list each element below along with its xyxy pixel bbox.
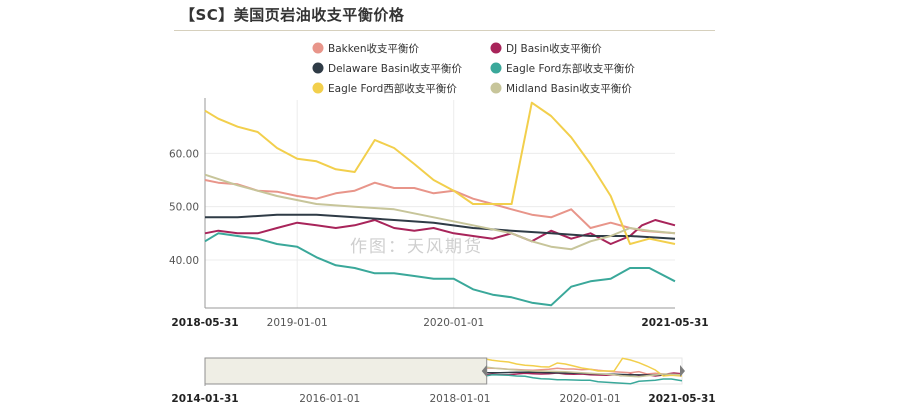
x-tick-label: 2019-01-01 xyxy=(267,317,328,329)
plot-series xyxy=(204,101,676,307)
x-tick-label: 2020-01-01 xyxy=(423,317,484,329)
legend: Bakken收支平衡价 DJ Basin收支平衡价 Delaware Basin收支… xyxy=(312,42,636,95)
navigator-right-handle[interactable] xyxy=(680,365,685,377)
legend-label: DJ Basin收支平衡价 xyxy=(506,42,602,55)
legend-label: Delaware Basin收支平衡价 xyxy=(328,62,462,75)
navigator-x-tick-label: 2018-01-01 xyxy=(429,393,490,405)
watermark: 作图：天风期货 xyxy=(350,237,483,257)
legend-marker xyxy=(490,62,502,74)
legend-marker xyxy=(490,82,502,94)
series-line-midland-basin xyxy=(204,173,676,251)
series-line-dj-basin xyxy=(204,219,676,245)
legend-label: Midland Basin收支平衡价 xyxy=(506,82,632,95)
x-tick-label: 2018-05-31 xyxy=(171,317,238,329)
y-tick-label: 50.00 xyxy=(169,202,199,214)
x-tick-label: 2021-05-31 xyxy=(641,317,708,329)
legend-marker xyxy=(490,42,502,54)
y-tick-label: 60.00 xyxy=(169,148,199,160)
legend-item-delaware-basin[interactable]: Delaware Basin收支平衡价 xyxy=(312,62,463,75)
navigator-x-tick-label: 2021-05-31 xyxy=(648,393,715,405)
legend-marker xyxy=(312,82,324,94)
legend-item-bakken[interactable]: Bakken收支平衡价 xyxy=(312,42,420,55)
navigator-left-handle[interactable] xyxy=(481,365,487,377)
navigator-x-tick-label: 2014-01-31 xyxy=(171,393,238,405)
series-line-delaware-basin xyxy=(205,213,676,240)
legend-item-eagle-ford[interactable]: Eagle Ford东部收支平衡价 xyxy=(490,62,636,75)
navigator-x-tick-label: 2020-01-01 xyxy=(560,393,621,405)
grid-lines xyxy=(205,100,675,308)
navigator-window[interactable] xyxy=(204,357,488,385)
navigator-series-eagle-ford xyxy=(486,357,683,377)
legend-label: Eagle Ford西部收支平衡价 xyxy=(328,82,457,95)
chart-title: 【SC】美国页岩油收支平衡价格 xyxy=(180,6,405,24)
legend-item-dj-basin[interactable]: DJ Basin收支平衡价 xyxy=(490,42,603,55)
navigator-series-eagle-ford xyxy=(486,373,683,385)
series-line-eagle-ford xyxy=(204,232,676,307)
legend-label: Bakken收支平衡价 xyxy=(328,42,420,55)
series-line-bakken xyxy=(204,179,676,235)
navigator-series-midland-basin xyxy=(486,366,683,378)
legend-marker xyxy=(312,62,324,74)
axes: 40.00 50.00 60.00 2018-05-31 2019-01-01 2020-… xyxy=(169,98,709,329)
legend-marker xyxy=(312,42,324,54)
series-line-eagle-ford xyxy=(204,101,676,245)
legend-item-midland-basin[interactable]: Midland Basin收支平衡价 xyxy=(490,82,633,95)
navigator-x-tick-label: 2016-01-01 xyxy=(299,393,360,405)
title-divider xyxy=(174,30,715,31)
y-tick-label: 40.00 xyxy=(169,255,199,267)
legend-label: Eagle Ford东部收支平衡价 xyxy=(506,62,635,75)
legend-item-eagle-ford[interactable]: Eagle Ford西部收支平衡价 xyxy=(312,82,458,95)
range-navigator[interactable]: 2014-01-31 2016-01-01 2018-01-01 2020-01-01… xyxy=(171,357,716,405)
